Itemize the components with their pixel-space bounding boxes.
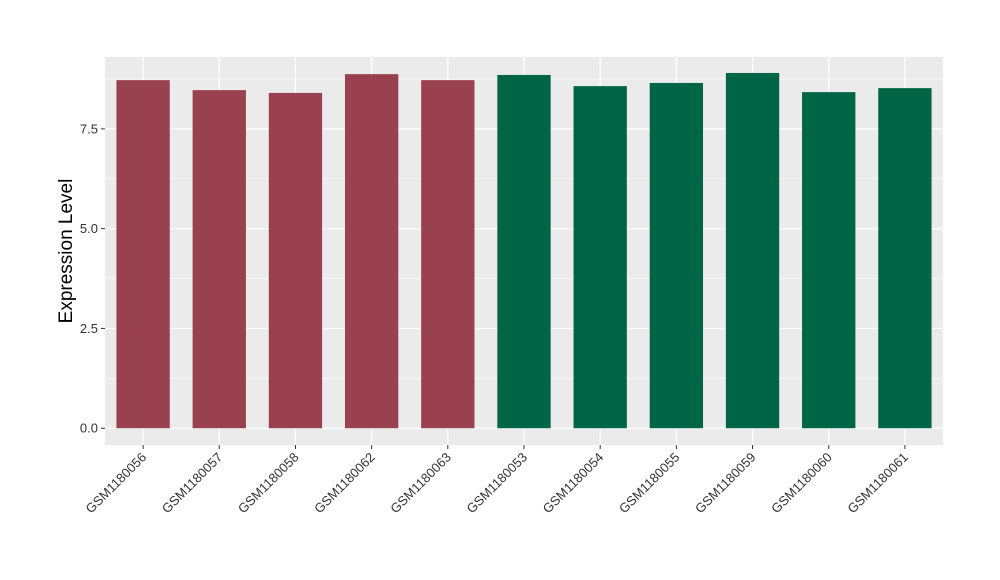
bars [116, 72, 932, 429]
bar-gsm1180055 [649, 82, 704, 429]
x-tick-label: GSM1180057 [159, 450, 226, 517]
y-axis: 0.0 2.5 5.0 7.5 [80, 121, 105, 436]
bar-gsm1180058 [268, 92, 323, 429]
bar-gsm1180059 [725, 72, 780, 429]
bar-gsm1180063 [421, 80, 475, 429]
x-tick-label: GSM1180054 [540, 450, 607, 517]
x-tick-label: GSM1180059 [692, 450, 759, 517]
bar-gsm1180062 [344, 74, 399, 429]
y-tick-label: 2.5 [80, 321, 98, 336]
y-axis-title: Expression Level [56, 179, 77, 324]
x-tick-label: GSM1180053 [463, 450, 530, 517]
x-tick-label: GSM1180055 [616, 450, 683, 517]
x-tick-label: GSM1180058 [235, 450, 302, 517]
bar-gsm1180056 [116, 80, 170, 429]
bar-gsm1180061 [878, 88, 932, 429]
bar-gsm1180054 [573, 86, 627, 429]
x-tick-label: GSM1180056 [83, 450, 150, 517]
bar-gsm1180053 [497, 74, 551, 429]
x-tick-label: GSM1180062 [311, 450, 378, 517]
x-tick-label: GSM1180063 [387, 450, 454, 517]
y-tick-label: 7.5 [80, 121, 98, 136]
x-tick-label: GSM1180061 [844, 450, 911, 517]
x-axis: GSM1180056 GSM1180057 GSM1180058 GSM1180062… [83, 445, 911, 516]
y-tick-label: 5.0 [80, 221, 98, 236]
bar-gsm1180060 [802, 92, 856, 429]
bar-gsm1180057 [192, 90, 246, 429]
x-tick-label: GSM1180060 [768, 450, 835, 517]
y-tick-label: 0.0 [80, 421, 98, 436]
